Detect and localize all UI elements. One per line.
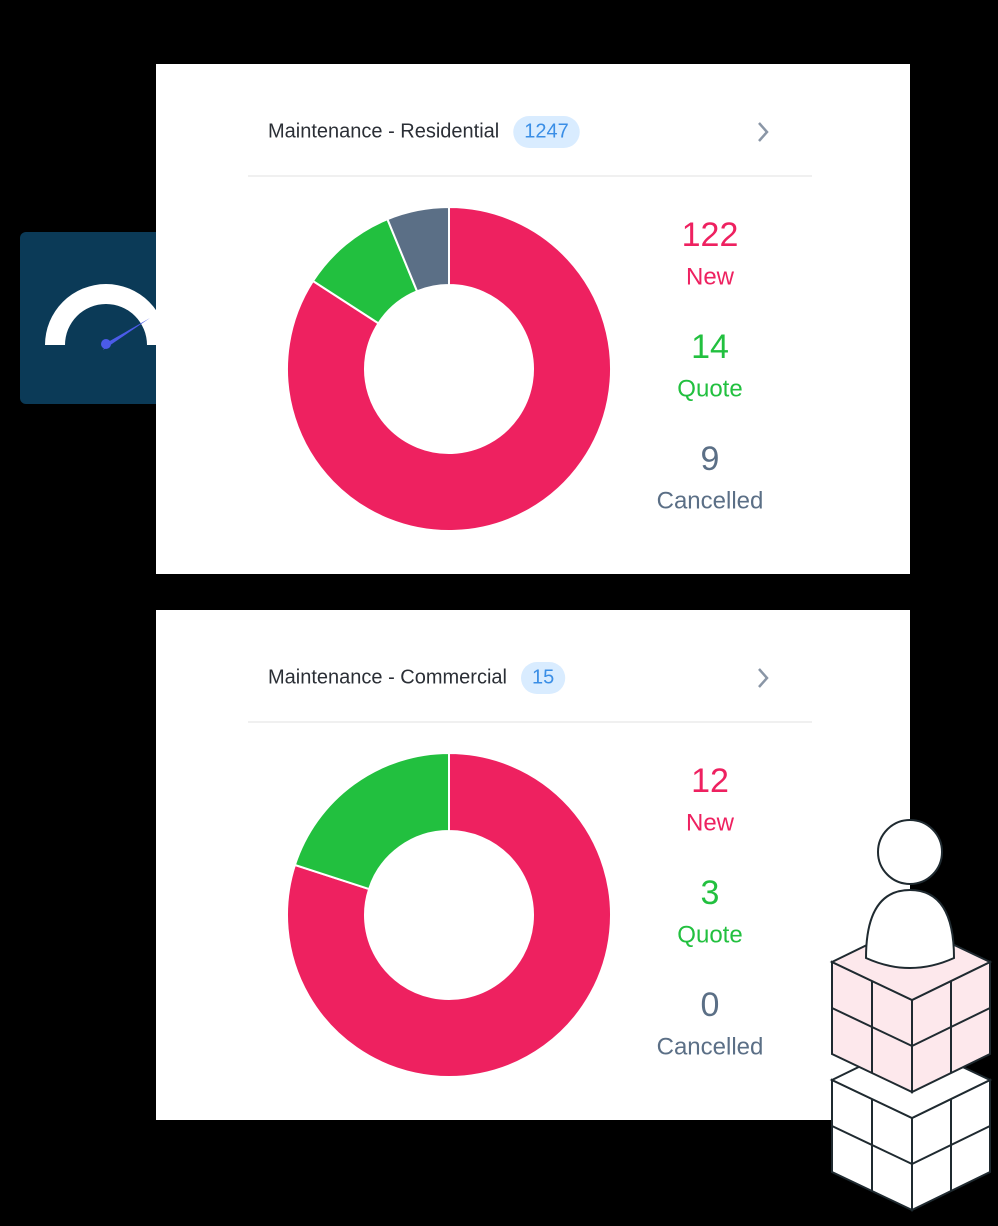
chevron-icon[interactable] [758,668,769,688]
count-badge: 1247 [513,116,580,148]
count-badge-bg [513,116,580,148]
legend-value: 0 [701,986,720,1024]
card: Maintenance - Residential 1247 122 New 14 Quo… [156,64,910,574]
donut-slice [286,751,612,1078]
count-badge: 15 [520,662,566,694]
legend-value: 12 [691,762,729,800]
card: Maintenance - Commercial 15 12 New 3 Quote 0 Ca… [156,610,910,1120]
count-badge-text: 1247 [524,120,569,142]
cube-grid [831,981,991,1073]
legend-value: 122 [682,216,739,254]
gauge-icon [20,232,192,404]
legend-label: Cancelled [657,487,764,514]
count-badge-bg [520,662,566,694]
legend-label: New [686,809,735,836]
card-title: Maintenance - Residential [268,120,499,142]
chevron-icon[interactable] [758,122,769,142]
legend-label: Quote [677,375,742,402]
donut-slice [293,751,450,891]
count-badge-text: 15 [532,666,554,688]
person-body [864,888,956,969]
legend-label: New [686,263,735,290]
legend-label: Cancelled [657,1033,764,1060]
donut-slice [286,205,612,532]
legend-value: 14 [691,328,729,366]
donut-slice [386,205,450,293]
legend-label: Quote [677,921,742,948]
card-title: Maintenance - Commercial [268,666,507,688]
person-on-cubes-illustration [829,819,993,1212]
cube-grid [831,1099,991,1191]
legend-value: 9 [701,440,720,478]
person-head [877,819,943,885]
legend-value: 3 [701,874,720,912]
